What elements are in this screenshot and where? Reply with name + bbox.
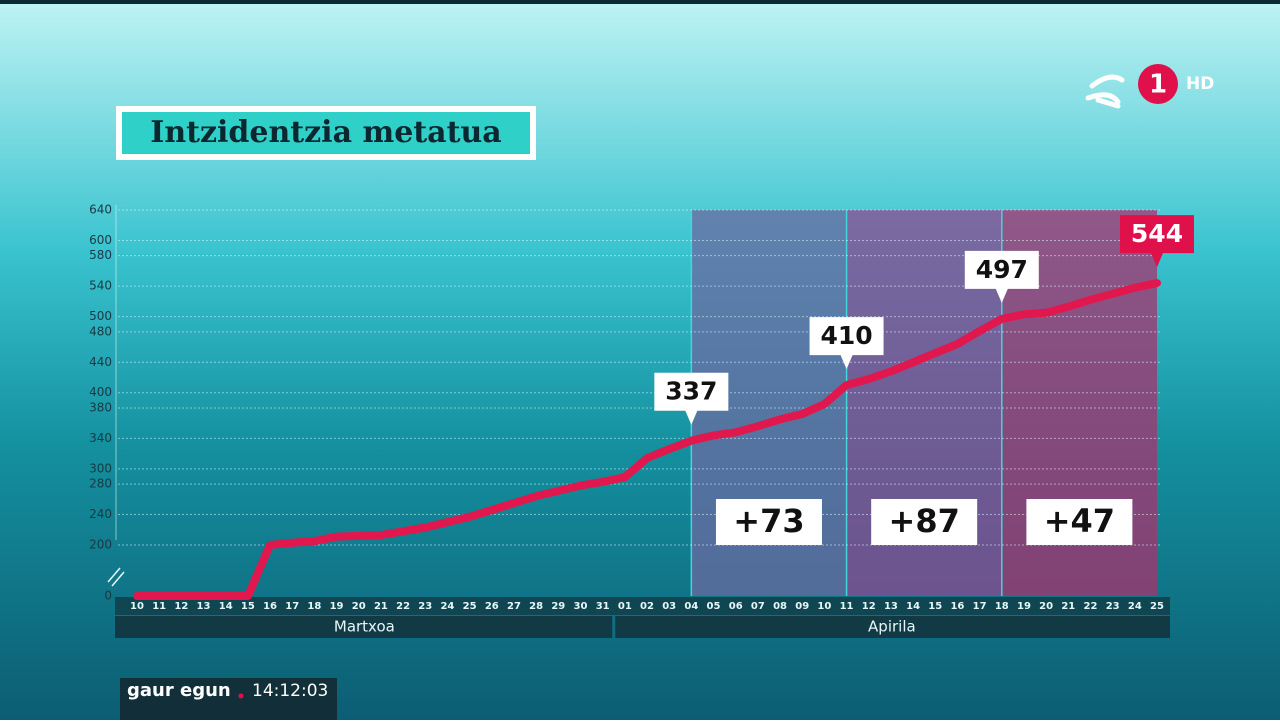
x-tick-label: 14 xyxy=(906,601,920,612)
y-tick-label: 500 xyxy=(89,309,112,323)
callout-box xyxy=(964,250,1039,303)
x-tick-label: 24 xyxy=(440,601,454,612)
x-tick-label: 12 xyxy=(862,601,876,612)
chart-title: Intzidentzia metatua xyxy=(150,115,501,150)
x-tick-label: 15 xyxy=(928,601,942,612)
callout-label: 497 xyxy=(976,255,1028,284)
y-tick-label: 540 xyxy=(89,279,112,293)
x-tick-label: 20 xyxy=(352,601,366,612)
x-tick-label: 30 xyxy=(574,601,588,612)
x-tick-label: 10 xyxy=(817,601,831,612)
axis-break xyxy=(107,567,125,587)
x-tick-label: 29 xyxy=(551,601,565,612)
x-tick-label: 12 xyxy=(174,601,188,612)
callout-box xyxy=(1120,215,1194,268)
x-tick-label: 21 xyxy=(1061,601,1075,612)
x-tick-label: 13 xyxy=(197,601,211,612)
x-tick-label: 17 xyxy=(285,601,299,612)
x-tick-label: 18 xyxy=(995,601,1009,612)
y-tick-label: 0 xyxy=(104,589,112,603)
callout-label: 544 xyxy=(1131,219,1183,248)
change-label: +47 xyxy=(1044,502,1115,540)
month-label: Martxoa xyxy=(334,618,395,636)
x-tick-label: 13 xyxy=(884,601,898,612)
y-tick-label: 240 xyxy=(89,507,112,521)
x-tick-label: 28 xyxy=(529,601,543,612)
logo-hd: HD xyxy=(1186,74,1214,94)
x-tick-label: 22 xyxy=(396,601,410,612)
x-tick-label: 20 xyxy=(1039,601,1053,612)
y-tick-label: 640 xyxy=(89,203,112,217)
x-tick-label: 11 xyxy=(840,601,854,612)
x-tick-label: 02 xyxy=(640,601,654,612)
x-tick-label: 16 xyxy=(263,601,277,612)
top-edge xyxy=(0,0,1280,4)
logo-number: 1 xyxy=(1149,70,1167,100)
change-box xyxy=(1026,499,1133,545)
logo-arcs xyxy=(1085,74,1125,109)
x-tick-label: 25 xyxy=(463,601,477,612)
x-tick-label: 04 xyxy=(684,601,698,612)
x-tick-label: 26 xyxy=(485,601,499,612)
month-bar xyxy=(615,616,1170,638)
x-tick-label: 16 xyxy=(950,601,964,612)
y-tick-label: 580 xyxy=(89,248,112,262)
y-tick-label: 300 xyxy=(89,461,112,475)
y-tick-label: 440 xyxy=(89,355,112,369)
x-tick-label: 05 xyxy=(707,601,721,612)
x-tick-label: 19 xyxy=(330,601,344,612)
x-tick-label: 07 xyxy=(751,601,765,612)
x-tick-label: 19 xyxy=(1017,601,1031,612)
x-axis-strip xyxy=(115,597,1170,615)
x-tick-label: 10 xyxy=(130,601,144,612)
x-tick-label: 03 xyxy=(662,601,676,612)
x-tick-label: 23 xyxy=(418,601,432,612)
x-tick-label: 25 xyxy=(1150,601,1164,612)
callout-box xyxy=(654,372,729,425)
callout-label: 337 xyxy=(665,377,717,406)
change-box xyxy=(871,499,978,545)
x-tick-label: 09 xyxy=(795,601,809,612)
x-tick-label: 08 xyxy=(773,601,787,612)
month-label: Apirila xyxy=(868,618,916,636)
x-tick-label: 18 xyxy=(307,601,321,612)
change-box xyxy=(715,499,822,545)
y-tick-label: 400 xyxy=(89,385,112,399)
y-tick-label: 200 xyxy=(89,538,112,552)
footer-time: 14:12:03 xyxy=(252,681,328,701)
y-tick-label: 280 xyxy=(89,477,112,491)
footer-box xyxy=(120,678,337,720)
x-tick-label: 15 xyxy=(241,601,255,612)
logo-circle xyxy=(1138,64,1178,104)
channel-logo: 1 HD xyxy=(1085,64,1214,109)
y-tick-label: 480 xyxy=(89,324,112,338)
series-line xyxy=(133,279,1161,600)
x-tick-label: 24 xyxy=(1128,601,1142,612)
footer-dot xyxy=(238,693,244,699)
x-tick-label: 21 xyxy=(374,601,388,612)
x-tick-label: 14 xyxy=(219,601,233,612)
x-tick-label: 31 xyxy=(596,601,610,612)
month-bar xyxy=(115,616,613,638)
y-tick-label: 340 xyxy=(89,431,112,445)
callout-label: 410 xyxy=(820,321,872,350)
callout-box xyxy=(809,317,884,370)
footer-program: gaur egun xyxy=(127,680,231,701)
x-tick-label: 06 xyxy=(729,601,743,612)
x-tick-label: 22 xyxy=(1084,601,1098,612)
title-box xyxy=(122,112,530,154)
x-tick-label: 01 xyxy=(618,601,632,612)
x-tick-label: 27 xyxy=(507,601,521,612)
y-tick-label: 380 xyxy=(89,400,112,414)
y-tick-label: 600 xyxy=(89,233,112,247)
change-label: +73 xyxy=(733,502,804,540)
x-tick-label: 11 xyxy=(152,601,166,612)
x-tick-label: 23 xyxy=(1106,601,1120,612)
x-tick-label: 17 xyxy=(973,601,987,612)
change-label: +87 xyxy=(889,502,960,540)
